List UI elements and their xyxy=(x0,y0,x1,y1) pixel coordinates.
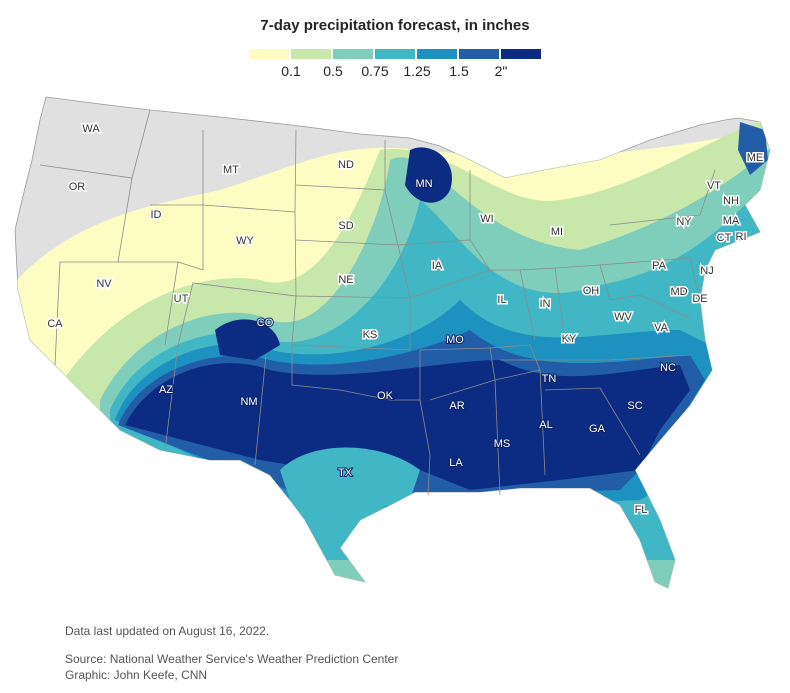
legend-swatch-6 xyxy=(459,49,499,59)
state-label-de: DE xyxy=(692,293,707,305)
state-label-mo: MO xyxy=(446,334,464,346)
state-label-co: CO xyxy=(257,317,274,329)
border-east-4 xyxy=(494,379,501,496)
state-label-al: AL xyxy=(539,419,552,431)
state-label-ok: OK xyxy=(377,390,394,402)
legend-tick: 2" xyxy=(494,63,508,79)
source-note: Source: National Weather Service's Weath… xyxy=(65,652,399,666)
border-east-1 xyxy=(397,239,491,299)
state-label-pa: PA xyxy=(652,260,667,272)
state-label-ia: IA xyxy=(432,260,443,272)
state-label-ut: UT xyxy=(174,293,189,305)
precip-band-texas-1.25 xyxy=(280,447,420,520)
border-east-14 xyxy=(609,169,716,226)
state-label-ca: CA xyxy=(47,318,63,330)
precip-band-maine-1.75 xyxy=(738,122,768,175)
state-label-ks: KS xyxy=(363,329,378,341)
legend-swatch-4 xyxy=(375,49,415,59)
state-label-ne: NE xyxy=(338,274,353,286)
state-label-ky: KY xyxy=(562,333,577,345)
state-label-me: ME xyxy=(747,152,764,164)
state-label-ar: AR xyxy=(449,400,464,412)
state-label-fl: FL xyxy=(635,504,648,516)
state-label-or: OR xyxy=(69,181,86,193)
legend-swatch-7 xyxy=(501,49,541,59)
border-mid-4 xyxy=(291,295,411,351)
border-east-7 xyxy=(500,354,691,361)
precip-band-minnesota-2 xyxy=(405,147,452,203)
map-title: 7-day precipitation forecast, in inches xyxy=(260,17,530,34)
border-east-6 xyxy=(544,387,641,456)
legend-tick: 1.5 xyxy=(449,63,469,79)
border-east-2 xyxy=(419,347,496,401)
state-label-ms: MS xyxy=(494,438,511,450)
legend-swatch-3 xyxy=(333,49,373,59)
state-label-tn: TN xyxy=(542,373,557,385)
updated-note: Data last updated on August 16, 2022. xyxy=(65,624,270,638)
border-west-2 xyxy=(54,177,133,366)
border-west-4 xyxy=(150,204,204,271)
legend-tick: 0.5 xyxy=(323,63,343,79)
state-label-sd: SD xyxy=(338,220,353,232)
state-label-nc: NC xyxy=(660,362,676,374)
state-label-ri: RI xyxy=(736,231,747,243)
state-label-ga: GA xyxy=(589,423,606,435)
state-label-oh: OH xyxy=(583,285,600,297)
border-east-5 xyxy=(539,369,546,476)
border-mid-7 xyxy=(291,345,421,401)
state-label-tx: TX xyxy=(338,467,353,479)
state-label-vt: VT xyxy=(707,180,721,192)
state-label-nj: NJ xyxy=(700,265,713,277)
state-label-in: IN xyxy=(540,298,551,310)
state-label-nv: NV xyxy=(96,278,112,290)
border-east-11 xyxy=(599,257,701,301)
state-label-wi: WI xyxy=(480,213,493,225)
state-label-wv: WV xyxy=(614,311,632,323)
border-mid-6 xyxy=(254,354,267,466)
state-label-il: IL xyxy=(497,294,506,306)
border-mid-5 xyxy=(164,344,179,451)
border-east-12 xyxy=(609,294,691,319)
legend-tick: 0.1 xyxy=(281,63,301,79)
state-label-md: MD xyxy=(670,286,687,298)
state-label-wy: WY xyxy=(236,235,254,247)
state-label-wa: WA xyxy=(82,123,100,135)
state-label-nd: ND xyxy=(338,159,354,171)
border-east-3 xyxy=(489,344,541,381)
us-precipitation-map: WA OR CA ID NV MT WY UT AZ CO NM ND SD N… xyxy=(14,96,771,589)
state-label-ny: NY xyxy=(676,216,692,228)
precip-band-colorado-2 xyxy=(215,319,280,360)
state-label-az: AZ xyxy=(159,384,173,396)
state-label-nh: NH xyxy=(723,195,739,207)
legend-swatch-1 xyxy=(249,49,289,59)
state-label-ct: CT xyxy=(717,232,732,244)
state-label-ma: MA xyxy=(723,215,740,227)
graphic-credit: Graphic: John Keefe, CNN xyxy=(65,668,208,682)
state-label-la: LA xyxy=(449,457,463,469)
state-label-nm: NM xyxy=(240,396,257,408)
state-label-mi: MI xyxy=(551,226,563,238)
legend-swatch-5 xyxy=(417,49,457,59)
precip-band-2 xyxy=(125,360,690,490)
state-borders xyxy=(39,109,716,496)
legend: 0.1 0.5 0.75 1.25 1.5 2" xyxy=(249,49,541,89)
legend-tick: 1.25 xyxy=(403,63,431,79)
legend-tick: 0.75 xyxy=(361,63,389,79)
state-label-id: ID xyxy=(151,209,162,221)
state-labels: WA OR CA ID NV MT WY UT AZ CO NM ND SD N… xyxy=(46,121,765,517)
border-mid-8 xyxy=(419,399,431,496)
border-west-7 xyxy=(294,129,297,213)
state-label-mn: MN xyxy=(415,178,432,190)
state-label-sc: SC xyxy=(627,400,642,412)
state-label-mt: MT xyxy=(223,164,239,176)
state-label-va: VA xyxy=(654,322,669,334)
legend-swatch-2 xyxy=(291,49,331,59)
